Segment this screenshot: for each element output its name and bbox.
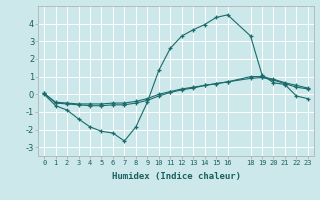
X-axis label: Humidex (Indice chaleur): Humidex (Indice chaleur) xyxy=(111,172,241,181)
